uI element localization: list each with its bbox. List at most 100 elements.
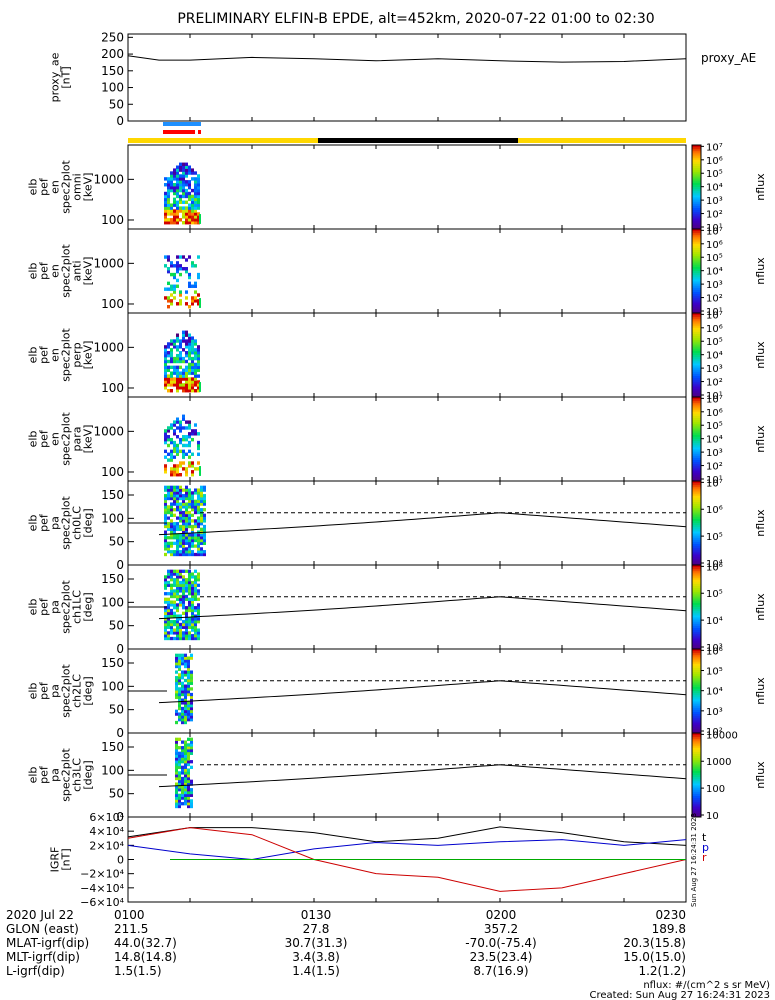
pa-ch1LC-colorbar-cell (692, 598, 701, 602)
pa-ch0LC-cell (176, 491, 179, 495)
pa-ch1LC-cell (170, 578, 173, 582)
pa-ch0LC-cell (176, 550, 179, 554)
spec-perp-cell (197, 386, 200, 390)
spec-perp-cell (170, 342, 173, 346)
spec-anti-cell (170, 302, 173, 306)
pa-ch0LC-cell (188, 522, 191, 526)
spec-omni-cell (179, 188, 182, 193)
ylabel-line: IGRF (49, 847, 62, 873)
spec-para-cell (170, 440, 173, 445)
pa-ch3LC-colorbar-cell (692, 810, 701, 814)
spec-omni-cell (167, 209, 170, 213)
pa-ch3LC-colorbar-cell (692, 791, 701, 795)
pa-ch3LC-cell (187, 790, 190, 795)
annotation-row-label: MLT-igrf(dip) (6, 950, 80, 964)
colorbar-tick-label: 10⁷ (706, 478, 723, 489)
spec-para-cell (179, 464, 182, 468)
spec-anti-colorbar-cell (692, 266, 701, 270)
pa-ch0LC-cell (164, 488, 167, 492)
spec-perp-cell (179, 365, 182, 370)
pa-ch3LC-cell (178, 793, 181, 797)
pa-ch3LC-cell (181, 779, 184, 783)
spec-anti-colorbar-cell (692, 306, 701, 310)
pa-ch0LC-cell (164, 541, 167, 545)
colorbar-tick-label: 10⁷ (706, 310, 723, 321)
spec-anti-cell (191, 261, 194, 265)
colorbar-tick-label: 10³ (706, 448, 723, 459)
pa-ch3LC-cell (187, 785, 190, 789)
pa-ch0LC-cell (194, 544, 197, 548)
spec-anti-colorbar-cell (692, 285, 701, 289)
spec-perp-colorbar-cell (692, 319, 701, 322)
pa-ch2LC-cell (178, 681, 181, 685)
spec-anti-cell (173, 287, 176, 291)
spec-anti-cell (179, 272, 182, 277)
pa-ch0LC-cell (182, 516, 185, 520)
spec-omni-colorbar-cell (692, 174, 701, 177)
spec-omni-cell (199, 214, 201, 224)
pa-ch1LC-cell (176, 608, 179, 613)
spec-para-cell (173, 440, 176, 445)
spec-perp-cell (182, 333, 185, 337)
colorbar-tick-label: 10⁴ (706, 183, 723, 194)
annotation-value: 1.4(1.5) (292, 964, 340, 978)
colorbar-tick-label: 10⁴ (706, 267, 723, 278)
pa-ch1LC-cell (167, 603, 170, 607)
y-tick-label: 100 (101, 213, 124, 227)
spec-perp-cell (197, 356, 200, 361)
pa-ch0LC-cell (194, 536, 197, 540)
ylabel-line: elb (27, 599, 40, 616)
pa-ch0LC-cell (182, 536, 185, 540)
annotation-value: 357.2 (484, 922, 518, 936)
spec-omni-cell (173, 191, 176, 196)
pa-ch0LC-cell (197, 550, 200, 554)
spec-omni-cell (182, 165, 185, 169)
spec-omni-cell (194, 194, 197, 199)
y-tick-label: 0 (116, 726, 124, 740)
spec-perp-cell (185, 342, 188, 346)
spec-para-colorbar-cell (692, 453, 701, 457)
spec-perp-colorbar-cell (692, 365, 701, 369)
colorbar-label-text: nflux (754, 677, 767, 705)
pa-ch3LC-cell (184, 746, 187, 750)
spec-omni-cell (173, 209, 176, 213)
spec-para-cell (191, 437, 194, 442)
pa-ch1LC-colorbar-cell (692, 590, 701, 593)
pa-ch1LC-cell (188, 597, 191, 601)
spec-para-cell (176, 426, 179, 430)
pa-ch3LC-cell (184, 793, 187, 797)
pa-ch0LC-cell (200, 491, 203, 495)
igrf-line-t (127, 826, 687, 846)
spec-perp-cell (164, 359, 167, 364)
pa-ch0LC-cell (194, 491, 197, 495)
spec-perp-cell (176, 356, 179, 361)
spec-perp-cell (167, 365, 170, 370)
pa-ch2LC-cell (190, 687, 193, 691)
spec-omni-cell (191, 218, 194, 222)
spec-para-colorbar-cell (692, 478, 701, 482)
pa-ch1LC-cell (167, 617, 170, 621)
y-tick-label: 100 (101, 763, 124, 777)
pa-ch0LC-cell (203, 508, 206, 512)
pa-ch3LC-colorbar-cell (692, 806, 701, 810)
pa-ch0LC-cell (182, 547, 185, 551)
spec-omni-cell (182, 215, 185, 219)
spec-perp-cell (164, 365, 167, 370)
spec-para-colorbar-cell (692, 407, 701, 411)
pa-ch1LC-cell (185, 589, 188, 593)
spec-anti-colorbar-cell (692, 287, 701, 291)
spec-omni-cell (170, 177, 173, 181)
pa-ch0LC-cell (197, 544, 200, 548)
pa-ch1LC-cell (176, 622, 179, 627)
pa-ch0LC-cell (194, 499, 197, 503)
spec-para-cell (182, 449, 185, 454)
pa-ch0LC-colorbar-cell (692, 552, 701, 555)
spec-para-colorbar-cell (692, 403, 701, 406)
pa-ch0LC-cell (167, 488, 170, 492)
pa-ch2LC-cell (184, 656, 187, 660)
pa-ch0LC-cell (200, 550, 203, 554)
spec-omni-cell (185, 212, 188, 216)
spec-para-cell (176, 470, 179, 474)
pa-ch0LC-cell (170, 510, 173, 515)
